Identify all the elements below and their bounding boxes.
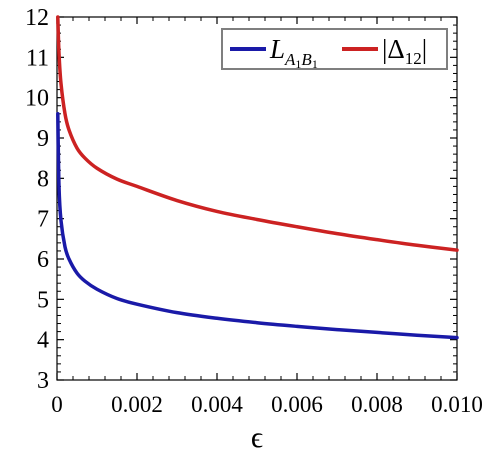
y-tick-label: 9 (37, 126, 49, 152)
series-layer (56, 15, 459, 340)
series-line-delta12 (56, 15, 459, 252)
plot-frame (56, 16, 458, 381)
x-tick-label: 0.008 (351, 392, 403, 417)
y-tick-label: 3 (37, 368, 49, 394)
legend: LA1B1 |Δ12| (221, 28, 448, 71)
y-tick-label: 12 (25, 5, 49, 31)
x-tick-label: 0.004 (191, 392, 243, 417)
y-tick-label: 11 (26, 45, 49, 71)
y-tick-label: 10 (25, 86, 49, 112)
y-tick-label: 6 (37, 247, 49, 273)
x-axis-title: ϵ (251, 421, 263, 454)
plot-border (56, 16, 458, 381)
series-line-l-a1b1 (56, 112, 459, 340)
x-tick-label: 0.010 (431, 392, 483, 417)
y-tick-label: 5 (37, 287, 49, 313)
y-tick-label: 4 (37, 328, 49, 354)
legend-label-l-a1b1: LA1B1 (269, 34, 318, 71)
legend-label-delta12: |Δ12| (382, 34, 427, 68)
x-axis-ticks: 0 0.002 0.004 0.006 0.008 0.010 (51, 17, 483, 417)
x-tick-label: 0.002 (111, 392, 163, 417)
y-tick-label: 8 (37, 166, 49, 192)
y-tick-label: 7 (37, 207, 49, 233)
x-tick-label: 0.006 (271, 392, 323, 417)
x-tick-label: 0 (51, 392, 63, 417)
